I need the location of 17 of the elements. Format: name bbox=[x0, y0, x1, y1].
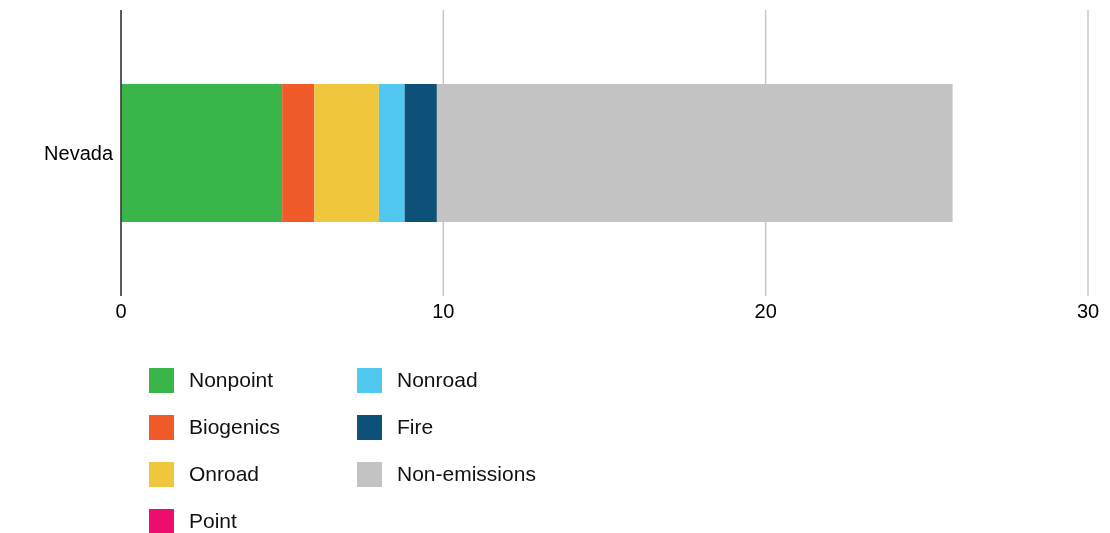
y-tick-label: Nevada bbox=[44, 142, 114, 165]
legend-label: Nonroad bbox=[397, 368, 478, 392]
x-tick-label: 0 bbox=[115, 300, 127, 323]
bar bbox=[404, 84, 437, 222]
legend-label: Point bbox=[189, 509, 237, 533]
bar bbox=[378, 84, 405, 222]
x-tick-label: 10 bbox=[432, 300, 455, 323]
x-tick-label: 30 bbox=[1076, 300, 1100, 323]
bar bbox=[314, 84, 379, 222]
legend-label: Non-emissions bbox=[397, 462, 536, 486]
x-tick-label: 20 bbox=[754, 300, 777, 323]
legend-label: Nonpoint bbox=[189, 368, 274, 392]
legend-label: Biogenics bbox=[189, 415, 281, 439]
legend-label: Fire bbox=[397, 415, 434, 439]
legend-label: Onroad bbox=[189, 462, 260, 486]
bar bbox=[121, 84, 283, 222]
bar bbox=[282, 84, 315, 222]
